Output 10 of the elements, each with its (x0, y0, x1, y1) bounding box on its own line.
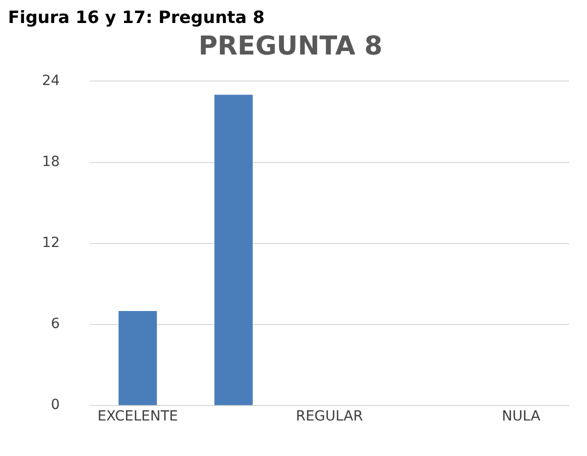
y-tick-label: 24 (42, 72, 60, 89)
x-tick-label: REGULAR (296, 408, 364, 425)
text: Figura 16 y 17: Pregunta 8 (8, 8, 266, 28)
y-tick-label: 18 (42, 154, 60, 170)
y-tick-label: 12 (42, 235, 60, 252)
y-tick-label: 0 (50, 397, 60, 414)
x-tick-label: EXCELENTE (97, 408, 178, 425)
y-tick-label: 6 (50, 316, 60, 332)
chart-title: PREGUNTA 8 (198, 31, 383, 62)
x-tick-label: NULA (502, 408, 541, 425)
